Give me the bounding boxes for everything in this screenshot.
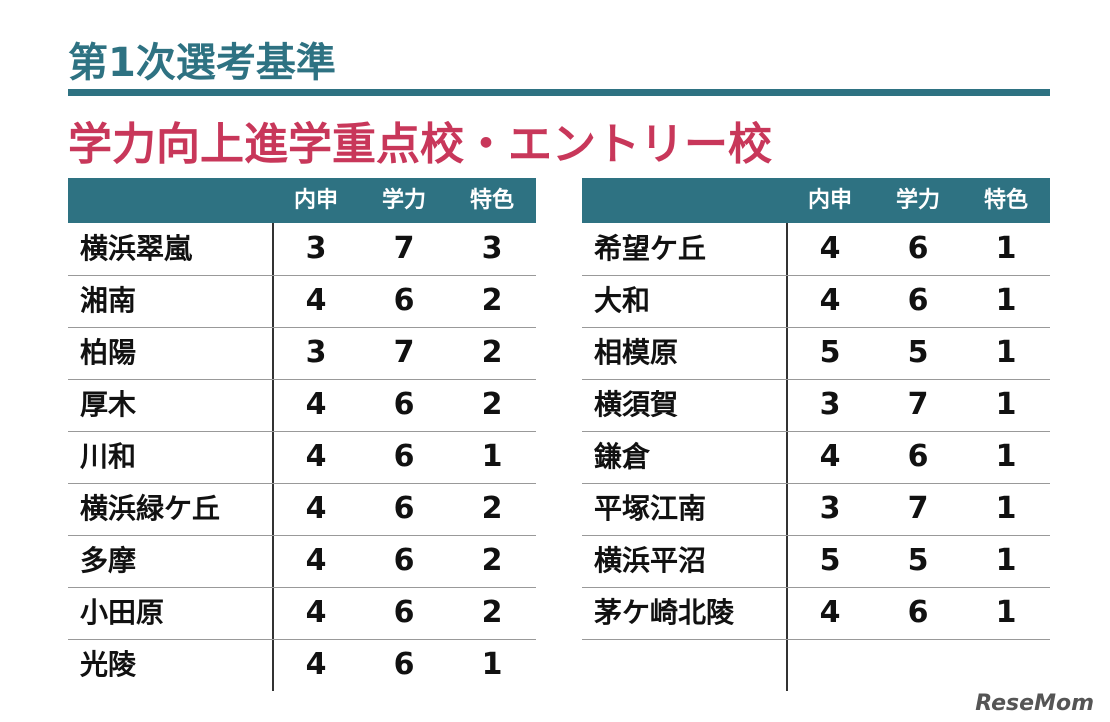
row-divider [68, 327, 536, 328]
score: 7 [907, 491, 929, 526]
score: 2 [481, 595, 503, 630]
column-header: 内申 [807, 188, 852, 213]
school-name: 相模原 [594, 336, 679, 369]
school-name: 横浜平沼 [594, 544, 707, 577]
row-divider [68, 431, 536, 432]
school-name: 川和 [80, 440, 137, 473]
score: 6 [393, 283, 415, 318]
score: 3 [819, 491, 841, 526]
score: 1 [995, 387, 1017, 422]
row-divider [582, 327, 1050, 328]
row-divider [582, 431, 1050, 432]
score: 3 [305, 231, 327, 266]
school-name: 大和 [594, 284, 651, 317]
score: 4 [305, 543, 327, 578]
score: 5 [907, 335, 929, 370]
score: 6 [907, 595, 929, 630]
title-rule [68, 89, 1050, 96]
row-divider [582, 587, 1050, 588]
school-name: 柏陽 [80, 336, 137, 369]
score: 3 [481, 231, 503, 266]
row-divider [68, 483, 536, 484]
score: 4 [305, 647, 327, 682]
score: 6 [393, 647, 415, 682]
table-header [582, 178, 1050, 223]
score: 4 [305, 439, 327, 474]
row-divider [582, 275, 1050, 276]
subtitle: 学力向上進学重点校・エントリー校 [68, 119, 772, 170]
school-name: 鎌倉 [594, 440, 651, 473]
column-divider [272, 223, 274, 691]
score: 4 [305, 595, 327, 630]
column-divider [786, 223, 788, 691]
score: 4 [305, 283, 327, 318]
score: 6 [907, 439, 929, 474]
row-divider [68, 639, 536, 640]
row-divider [582, 639, 1050, 640]
score: 1 [995, 231, 1017, 266]
school-name: 茅ケ崎北陵 [594, 596, 735, 629]
score: 4 [819, 231, 841, 266]
score: 1 [995, 439, 1017, 474]
score: 4 [819, 283, 841, 318]
score: 4 [819, 439, 841, 474]
score: 2 [481, 387, 503, 422]
score: 2 [481, 543, 503, 578]
row-divider [582, 535, 1050, 536]
column-header: 学力 [895, 188, 940, 213]
row-divider [582, 379, 1050, 380]
score: 6 [393, 491, 415, 526]
logo: ReseMom [975, 691, 1094, 716]
score: 2 [481, 283, 503, 318]
score: 6 [393, 387, 415, 422]
score: 6 [393, 595, 415, 630]
school-name: 小田原 [80, 596, 165, 629]
score: 1 [995, 543, 1017, 578]
score: 5 [907, 543, 929, 578]
school-name: 希望ケ丘 [594, 232, 707, 265]
score: 6 [907, 231, 929, 266]
score: 1 [995, 335, 1017, 370]
score: 3 [305, 335, 327, 370]
column-header: 学力 [381, 188, 426, 213]
score: 5 [819, 543, 841, 578]
score: 1 [481, 439, 503, 474]
school-name: 横須賀 [594, 388, 679, 421]
score: 6 [907, 283, 929, 318]
row-divider [68, 587, 536, 588]
score: 7 [393, 335, 415, 370]
school-name: 横浜翠嵐 [80, 232, 193, 265]
score: 4 [305, 387, 327, 422]
column-header: 特色 [983, 188, 1028, 213]
row-divider [68, 535, 536, 536]
score: 3 [819, 387, 841, 422]
score: 2 [481, 491, 503, 526]
score: 1 [481, 647, 503, 682]
score: 6 [393, 543, 415, 578]
score: 4 [819, 595, 841, 630]
school-name: 厚木 [80, 388, 137, 421]
school-name: 多摩 [80, 544, 137, 577]
table-header [68, 178, 536, 223]
score: 6 [393, 439, 415, 474]
title: 第1次選考基準 [68, 40, 336, 86]
score: 7 [393, 231, 415, 266]
school-name: 光陵 [80, 648, 137, 681]
school-name: 平塚江南 [594, 492, 707, 525]
score: 1 [995, 283, 1017, 318]
column-header: 内申 [293, 188, 338, 213]
column-header: 特色 [469, 188, 514, 213]
score: 5 [819, 335, 841, 370]
score: 7 [907, 387, 929, 422]
score: 1 [995, 595, 1017, 630]
score: 2 [481, 335, 503, 370]
row-divider [68, 379, 536, 380]
row-divider [582, 483, 1050, 484]
school-name: 横浜緑ケ丘 [80, 492, 221, 525]
score: 4 [305, 491, 327, 526]
school-name: 湘南 [80, 284, 137, 317]
score: 1 [995, 491, 1017, 526]
row-divider [68, 275, 536, 276]
